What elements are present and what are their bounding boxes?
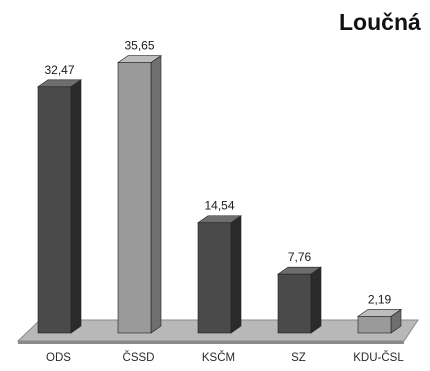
bar-front <box>197 222 232 334</box>
bar-front <box>37 86 72 334</box>
value-label: 35,65 <box>124 39 154 53</box>
value-label: 2,19 <box>368 292 392 306</box>
bar-side <box>310 266 322 334</box>
category-label: ČSSD <box>123 351 155 364</box>
bar-front <box>117 62 152 334</box>
category-label: SZ <box>291 352 306 364</box>
category-labels: ODS ČSSD KSČM SZ KDU-ČSL <box>46 351 404 364</box>
category-label: ODS <box>46 352 71 364</box>
bar-sz <box>277 266 322 334</box>
bar-kdu-čsl <box>357 308 402 334</box>
value-label: 14,54 <box>204 199 234 213</box>
bar-front <box>277 273 312 334</box>
bar-ksčm <box>197 215 242 334</box>
chart-title: Loučná <box>339 9 421 35</box>
bar-ods <box>37 79 82 334</box>
category-label: KDU-ČSL <box>353 351 404 364</box>
value-labels: 32,47 35,65 14,54 7,76 2,19 <box>44 39 391 307</box>
bar-side <box>230 215 242 334</box>
bar-side <box>70 79 82 334</box>
bar-čssd <box>117 55 162 334</box>
value-label: 32,47 <box>44 63 74 77</box>
floor-front <box>18 341 404 344</box>
bar-front <box>357 316 392 334</box>
bars <box>37 55 402 334</box>
bar-side <box>150 55 162 334</box>
value-label: 7,76 <box>288 250 312 264</box>
category-label: KSČM <box>202 351 235 364</box>
